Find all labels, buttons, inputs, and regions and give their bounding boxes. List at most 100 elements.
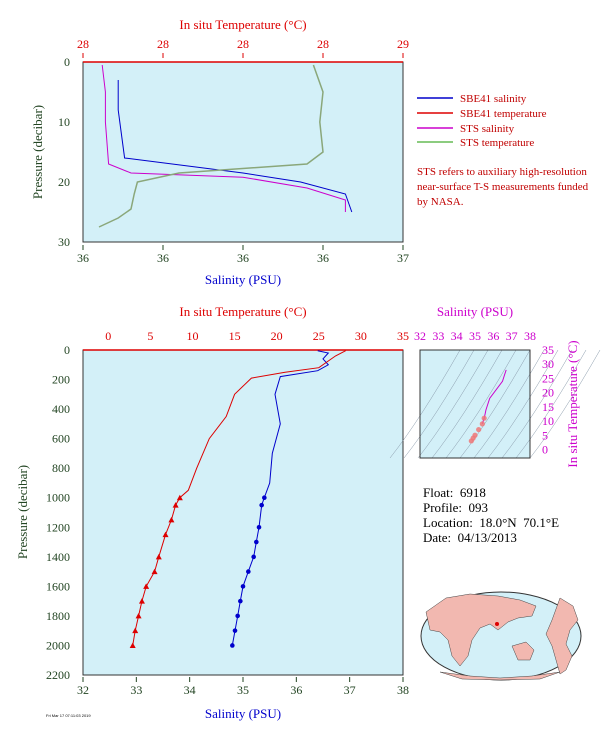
sts-note: STS refers to auxiliary high-resolution … [417,166,589,208]
top-pressure-tick-labels: 0 10 20 30 [58,55,70,249]
ts-contour-3 [431,349,503,459]
ts-contour-6 [473,349,545,459]
temperature-point-11 [172,502,179,508]
top-pres-tick-2: 20 [58,175,70,189]
ts-point-10 [468,438,474,444]
ts-contour-8 [501,349,573,459]
bot-pres-tick-0: 0 [64,343,70,357]
world-map [420,591,582,681]
bot-sal-tick-0: 32 [77,683,89,697]
ts-contour-9 [515,349,587,459]
timestamp-stamp: Fri Mar 17 07:11:03 2019 [46,713,91,718]
ts-contour-4 [445,349,517,459]
bot-sal-tick-6: 38 [397,683,409,697]
top-pressure-axis-label: Pressure (decibar) [30,105,45,199]
bot-pres-tick-2: 400 [52,402,70,416]
ts-sal-tick-5: 37 [506,329,518,343]
ts-contour-7 [487,349,559,459]
salinity-point-10 [262,495,267,501]
top-sal-tick-2: 36 [237,251,249,265]
ts-sal-tick-3: 35 [469,329,481,343]
salinity-point-17 [238,598,243,604]
map-float-location-marker [495,622,499,626]
temperature-point-16 [143,583,150,589]
profile-date: Date: 04/13/2013 [423,530,517,545]
ts-frame [419,349,531,459]
salinity-point-12 [256,524,262,530]
salinity-point-18 [235,613,240,619]
ts-contour-2 [417,349,489,459]
bot-pres-tick-11: 2200 [46,668,70,682]
ts-density-contours [389,349,601,459]
bot-sal-tick-4: 36 [290,683,302,697]
temperature-point-13 [162,531,169,538]
ts-plot-area [419,349,531,459]
top-temp-tick-4: 29 [397,37,409,51]
legend-label-sts-temperature: STS temperature [460,137,534,149]
salinity-point-20 [230,643,235,648]
ts-temp-tick-0: 0 [542,442,548,456]
top-sal-tick-4: 37 [397,251,409,265]
ts-contour-10 [529,349,601,459]
ts-temp-tick-5: 25 [542,371,554,385]
bottom-temperature-axis-label: In situ Temperature (°C) [179,304,306,319]
ts-temp-tick-3: 15 [542,400,554,414]
salinity-point-13 [254,539,259,545]
bot-sal-tick-3: 35 [237,683,249,697]
temperature-point-10 [176,494,183,501]
top-sal-tick-1: 36 [157,251,169,265]
salinity-point-16 [240,584,246,589]
temperature-point-18 [135,612,142,619]
temperature-point-12 [168,516,175,523]
ts-salinity-axis-label: Salinity (PSU) [437,304,513,319]
ts-point-6 [479,421,485,427]
bot-pres-tick-5: 1000 [46,491,70,505]
bot-pres-tick-3: 600 [52,432,70,446]
ts-sal-tick-4: 36 [487,329,499,343]
bottom-temperature-tick-labels: 0 5 10 15 20 25 30 35 [105,329,409,343]
salinity-point-11 [259,502,264,508]
ts-contour-5 [459,349,531,459]
near-surface-panel: In situ Temperature (°C) Salinity (PSU) … [30,17,409,287]
legend-label-sbe41-salinity: SBE41 salinity [460,93,527,105]
bot-temp-tick-7: 35 [397,329,409,343]
ts-temp-tick-2: 10 [542,414,554,428]
ts-temp-tick-4: 20 [542,386,554,400]
bot-sal-tick-1: 33 [130,683,142,697]
top-sal-tick-3: 36 [317,251,329,265]
temperature-point-19 [132,627,139,634]
ts-point-5 [481,415,487,421]
map-land-antarctica [439,671,561,681]
top-salinity-axis-label: Salinity (PSU) [205,272,281,287]
bot-pres-tick-6: 1200 [46,520,70,534]
ts-sal-tick-1: 33 [432,329,444,343]
top-line-sbe41-salinity [117,80,353,213]
bot-pres-tick-9: 1800 [46,609,70,623]
top-salinity-tick-labels: 36 36 36 36 37 [77,245,409,265]
bot-temp-tick-2: 10 [186,329,198,343]
top-pres-tick-1: 10 [58,115,70,129]
full-depth-plot-area [82,349,404,676]
ts-diagram-panel: Salinity (PSU) In situ Temperature (°C) … [389,304,601,468]
top-pres-tick-0: 0 [64,55,70,69]
map-land-africa-eurasia [425,593,537,667]
full-depth-series [129,350,346,648]
legend-label-sts-salinity: STS salinity [460,123,515,135]
bot-pres-tick-8: 1600 [46,579,70,593]
bot-sal-tick-5: 37 [344,683,356,697]
bottom-pressure-axis-label: Pressure (decibar) [15,465,30,559]
bottom-pressure-tick-labels: 0 200 400 600 800 1000 1200 1400 1600 1800 2000 220… [46,343,70,682]
temperature-point-17 [138,598,145,604]
map-land-americas [545,597,579,675]
salinity-point-14 [251,554,256,560]
full-depth-panel: In situ Temperature (°C) Salinity (PSU) … [15,304,409,721]
bot-pres-tick-10: 2000 [46,638,70,652]
near-surface-plot-area [82,61,404,243]
ts-contour-1 [403,349,475,459]
float-number: Float: 6918 [423,485,486,500]
ts-series [468,369,507,444]
top-temperature-axis-label: In situ Temperature (°C) [179,17,306,32]
bot-sal-tick-2: 34 [184,683,196,697]
ts-sal-tick-6: 38 [524,329,536,343]
